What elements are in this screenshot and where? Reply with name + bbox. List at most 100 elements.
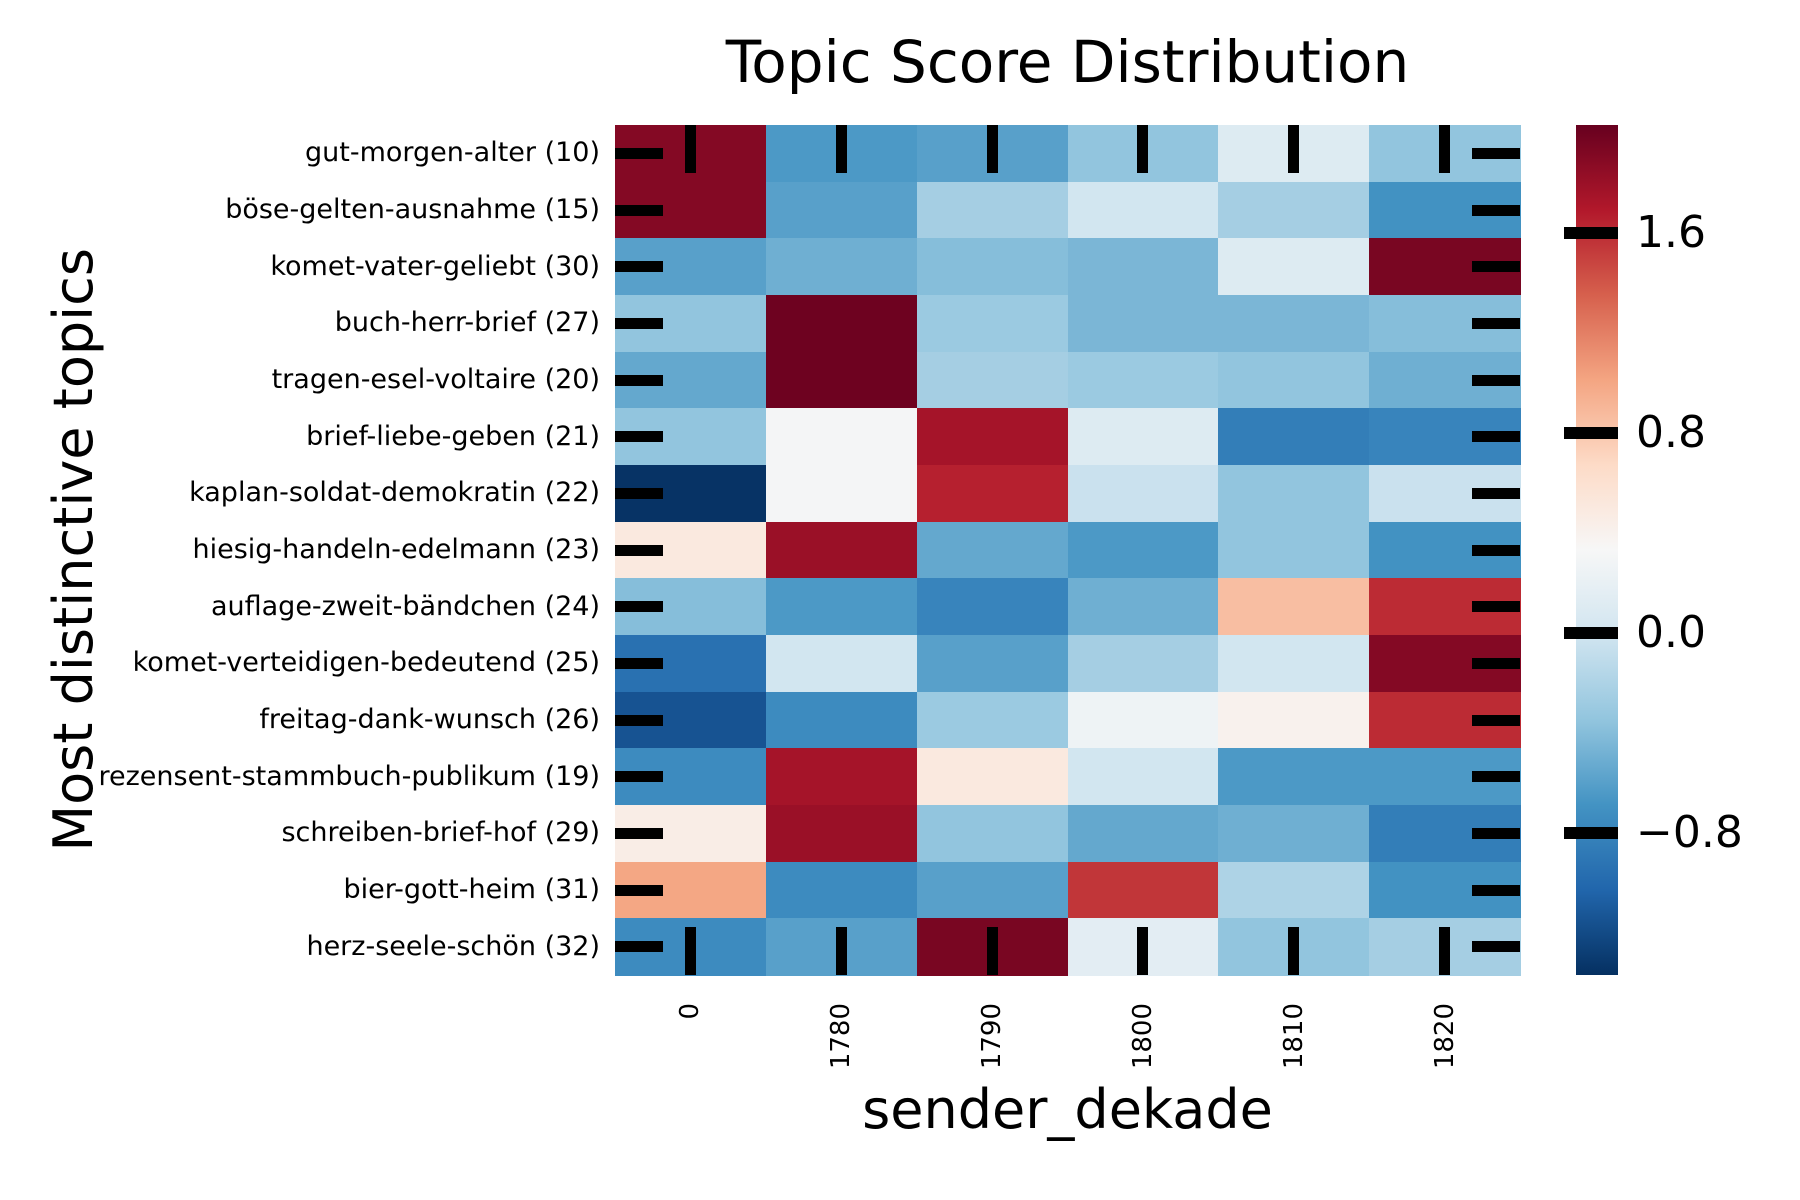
y-tick-label: böse-gelten-ausnahme (15) (225, 194, 600, 225)
heatmap-cell (916, 635, 1069, 693)
x-tick (986, 927, 998, 975)
heatmap-cell (916, 351, 1069, 409)
heatmap-cell (765, 408, 918, 466)
heatmap-cell (1218, 295, 1370, 353)
heatmap-cell (1218, 351, 1370, 409)
heatmap-cell (916, 295, 1069, 353)
heatmap-cell (916, 691, 1069, 749)
x-tick (684, 125, 696, 173)
heatmap-cell (1218, 748, 1370, 806)
y-tick (1472, 714, 1520, 726)
heatmap-cell (1067, 691, 1219, 749)
y-tick-label: kaplan-soldat-demokratin (22) (189, 477, 600, 509)
y-tick (1472, 657, 1520, 669)
y-tick (615, 204, 663, 216)
y-tick-label: hiesig-handeln-edelmann (23) (192, 534, 601, 565)
y-tick-label: rezensent-stammbuch-publikum (19) (98, 760, 600, 792)
colorbar-tick-label: 0.0 (1636, 606, 1706, 658)
y-tick (615, 317, 663, 329)
colorbar-tick (1564, 626, 1618, 639)
y-tick (615, 941, 663, 953)
heatmap-cell (1067, 238, 1219, 296)
heatmap-cell (765, 181, 918, 239)
heatmap-cell (1218, 578, 1370, 636)
y-tick (615, 147, 663, 159)
y-tick (1472, 487, 1520, 499)
y-tick-label: buch-herr-brief (27) (334, 307, 600, 339)
x-tick-label: 1780 (826, 1003, 857, 1070)
heatmap-cell (1067, 408, 1219, 466)
y-tick (1472, 544, 1520, 556)
heatmap-cell (1067, 295, 1219, 353)
x-tick (986, 125, 998, 173)
heatmap-cell (765, 635, 918, 693)
heatmap-cell (765, 805, 918, 863)
y-tick-label: komet-verteidigen-bedeutend (25) (132, 647, 600, 679)
heatmap-cell (765, 465, 918, 523)
x-tick-label: 1810 (1278, 1003, 1309, 1070)
y-tick-label: freitag-dank-wunsch (26) (259, 704, 600, 735)
y-tick (1472, 827, 1520, 839)
y-tick-label: bier-gott-heim (31) (343, 874, 600, 905)
y-tick (615, 261, 663, 273)
heatmap-cell (916, 861, 1069, 919)
y-tick (615, 884, 663, 896)
y-tick (1472, 374, 1520, 386)
heatmap-cell (1218, 861, 1370, 919)
heatmap-cell (1067, 805, 1219, 863)
y-tick (615, 431, 663, 443)
y-tick (1472, 941, 1520, 953)
heatmap-cell (1067, 635, 1219, 693)
x-tick (835, 125, 847, 173)
x-tick-label: 0 (675, 1003, 706, 1020)
x-tick (1288, 927, 1300, 975)
y-tick (1472, 204, 1520, 216)
y-tick-label: herz-seele-schön (32) (306, 930, 600, 962)
x-tick (684, 927, 696, 975)
heatmap-cell (765, 861, 918, 919)
y-tick-label: schreiben-brief-hof (29) (281, 817, 600, 849)
y-tick (615, 714, 663, 726)
colorbar (1576, 125, 1618, 975)
x-tick (835, 927, 847, 975)
heatmap-cell (1218, 521, 1370, 579)
y-tick (1472, 884, 1520, 896)
colorbar-tick (1564, 826, 1618, 839)
heatmap-cell (1067, 351, 1219, 409)
y-tick (615, 544, 663, 556)
heatmap-cell (1067, 181, 1219, 239)
y-tick-label: auflage-zweit-bändchen (24) (210, 590, 600, 622)
heatmap-cell (1218, 238, 1370, 296)
heatmap-cell (1067, 465, 1219, 523)
y-tick-label: tragen-esel-voltaire (20) (271, 364, 600, 395)
colorbar-tick-label: 0.8 (1636, 406, 1706, 458)
heatmap-cell (916, 521, 1069, 579)
colorbar-tick (1564, 426, 1618, 439)
heatmap-cell (916, 578, 1069, 636)
heatmap-cell (765, 521, 918, 579)
heatmap-cell (1218, 465, 1370, 523)
y-tick (615, 657, 663, 669)
x-tick (1137, 927, 1149, 975)
heatmap-cell (916, 181, 1069, 239)
heatmap-cell (916, 465, 1069, 523)
heatmap-cell (765, 295, 918, 353)
chart-title: Topic Score Distribution (725, 28, 1410, 96)
heatmap-cell (1067, 578, 1219, 636)
x-tick-label: 1800 (1127, 1003, 1158, 1070)
x-tick (1137, 125, 1149, 173)
y-tick (615, 487, 663, 499)
heatmap-cell (916, 238, 1069, 296)
heatmap-cell (1218, 805, 1370, 863)
colorbar-tick-label: −0.8 (1636, 806, 1743, 858)
y-tick (615, 827, 663, 839)
y-tick (1472, 317, 1520, 329)
y-tick (1472, 771, 1520, 783)
heatmap-cell (1067, 748, 1219, 806)
y-tick (1472, 431, 1520, 443)
y-tick-label: gut-morgen-alter (10) (305, 137, 600, 169)
x-tick (1288, 125, 1300, 173)
heatmap-cell (1218, 635, 1370, 693)
x-tick-label: 1790 (977, 1003, 1008, 1070)
heatmap-cell (1218, 691, 1370, 749)
